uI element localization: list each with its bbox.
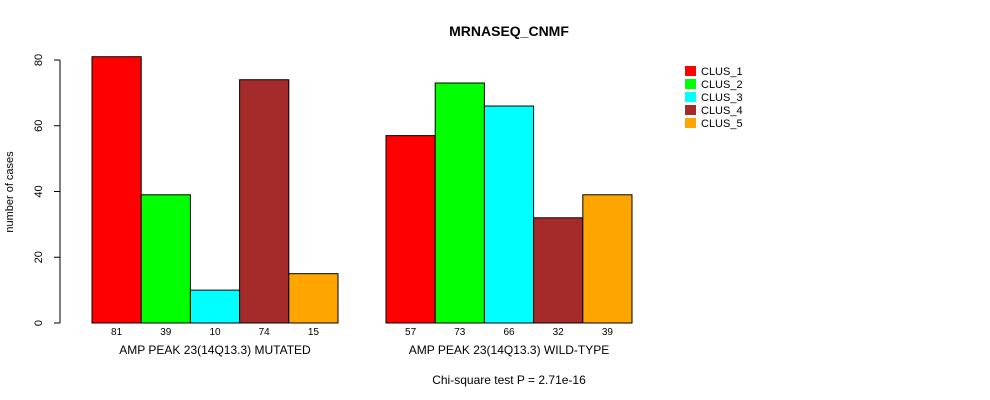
- bar-clus-1-group-1: [91, 56, 142, 324]
- y-tick-label: 40: [33, 185, 45, 197]
- bar-value-label: 10: [209, 327, 221, 338]
- bar-value-label: 32: [553, 327, 565, 338]
- bar-value-label: 39: [160, 327, 172, 338]
- legend-label: CLUS_3: [701, 92, 743, 104]
- bar-clus-3-group-2: [483, 105, 535, 324]
- y-axis-label: number of cases: [4, 151, 16, 233]
- chi-square-footnote: Chi-square test P = 2.71e-16: [432, 373, 586, 387]
- y-tick-label: 20: [33, 251, 45, 263]
- bars: [91, 56, 633, 324]
- bar-clus-4-group-2: [533, 217, 584, 324]
- legend-swatch-clus-3: [685, 92, 696, 102]
- legend-swatch-clus-1: [685, 66, 696, 76]
- legend-label: CLUS_4: [701, 105, 743, 117]
- bar-clus-5-group-1: [288, 273, 339, 324]
- bar-value-label: 66: [503, 327, 515, 338]
- legend-swatch-clus-5: [685, 118, 696, 128]
- legend-label: CLUS_1: [701, 66, 743, 78]
- bar-clus-5-group-2: [582, 194, 633, 324]
- value-labels: 81 39 10 74 15 57 73 66 32 39: [111, 327, 613, 338]
- group-label-1: AMP PEAK 23(14Q13.3) MUTATED: [119, 343, 311, 357]
- bar-value-label: 15: [308, 327, 320, 338]
- legend-swatch-clus-2: [685, 79, 696, 89]
- y-tick-label: 60: [33, 120, 45, 132]
- legend-label: CLUS_2: [701, 79, 743, 91]
- bar-value-label: 57: [405, 327, 417, 338]
- y-axis: 0 20 40 60 80: [33, 54, 61, 326]
- bar-clus-2-group-2: [434, 82, 485, 324]
- bar-clus-1-group-2: [385, 135, 436, 324]
- y-tick-label: 80: [33, 54, 45, 66]
- legend-label: CLUS_5: [701, 118, 743, 130]
- y-tick-label: 0: [33, 320, 45, 326]
- legend-swatch-clus-4: [685, 105, 696, 115]
- bar-value-label: 39: [602, 327, 614, 338]
- bar-clus-2-group-1: [140, 194, 191, 324]
- bar-clus-4-group-1: [239, 79, 290, 324]
- group-labels: AMP PEAK 23(14Q13.3) MUTATED AMP PEAK 23(…: [119, 343, 609, 357]
- bar-value-label: 74: [259, 327, 271, 338]
- chart-title: MRNASEQ_CNMF: [449, 23, 569, 39]
- group-label-2: AMP PEAK 23(14Q13.3) WILD-TYPE: [409, 343, 610, 357]
- bar-clus-3-group-1: [189, 289, 241, 324]
- bar-value-label: 73: [454, 327, 466, 338]
- bar-value-label: 81: [111, 327, 123, 338]
